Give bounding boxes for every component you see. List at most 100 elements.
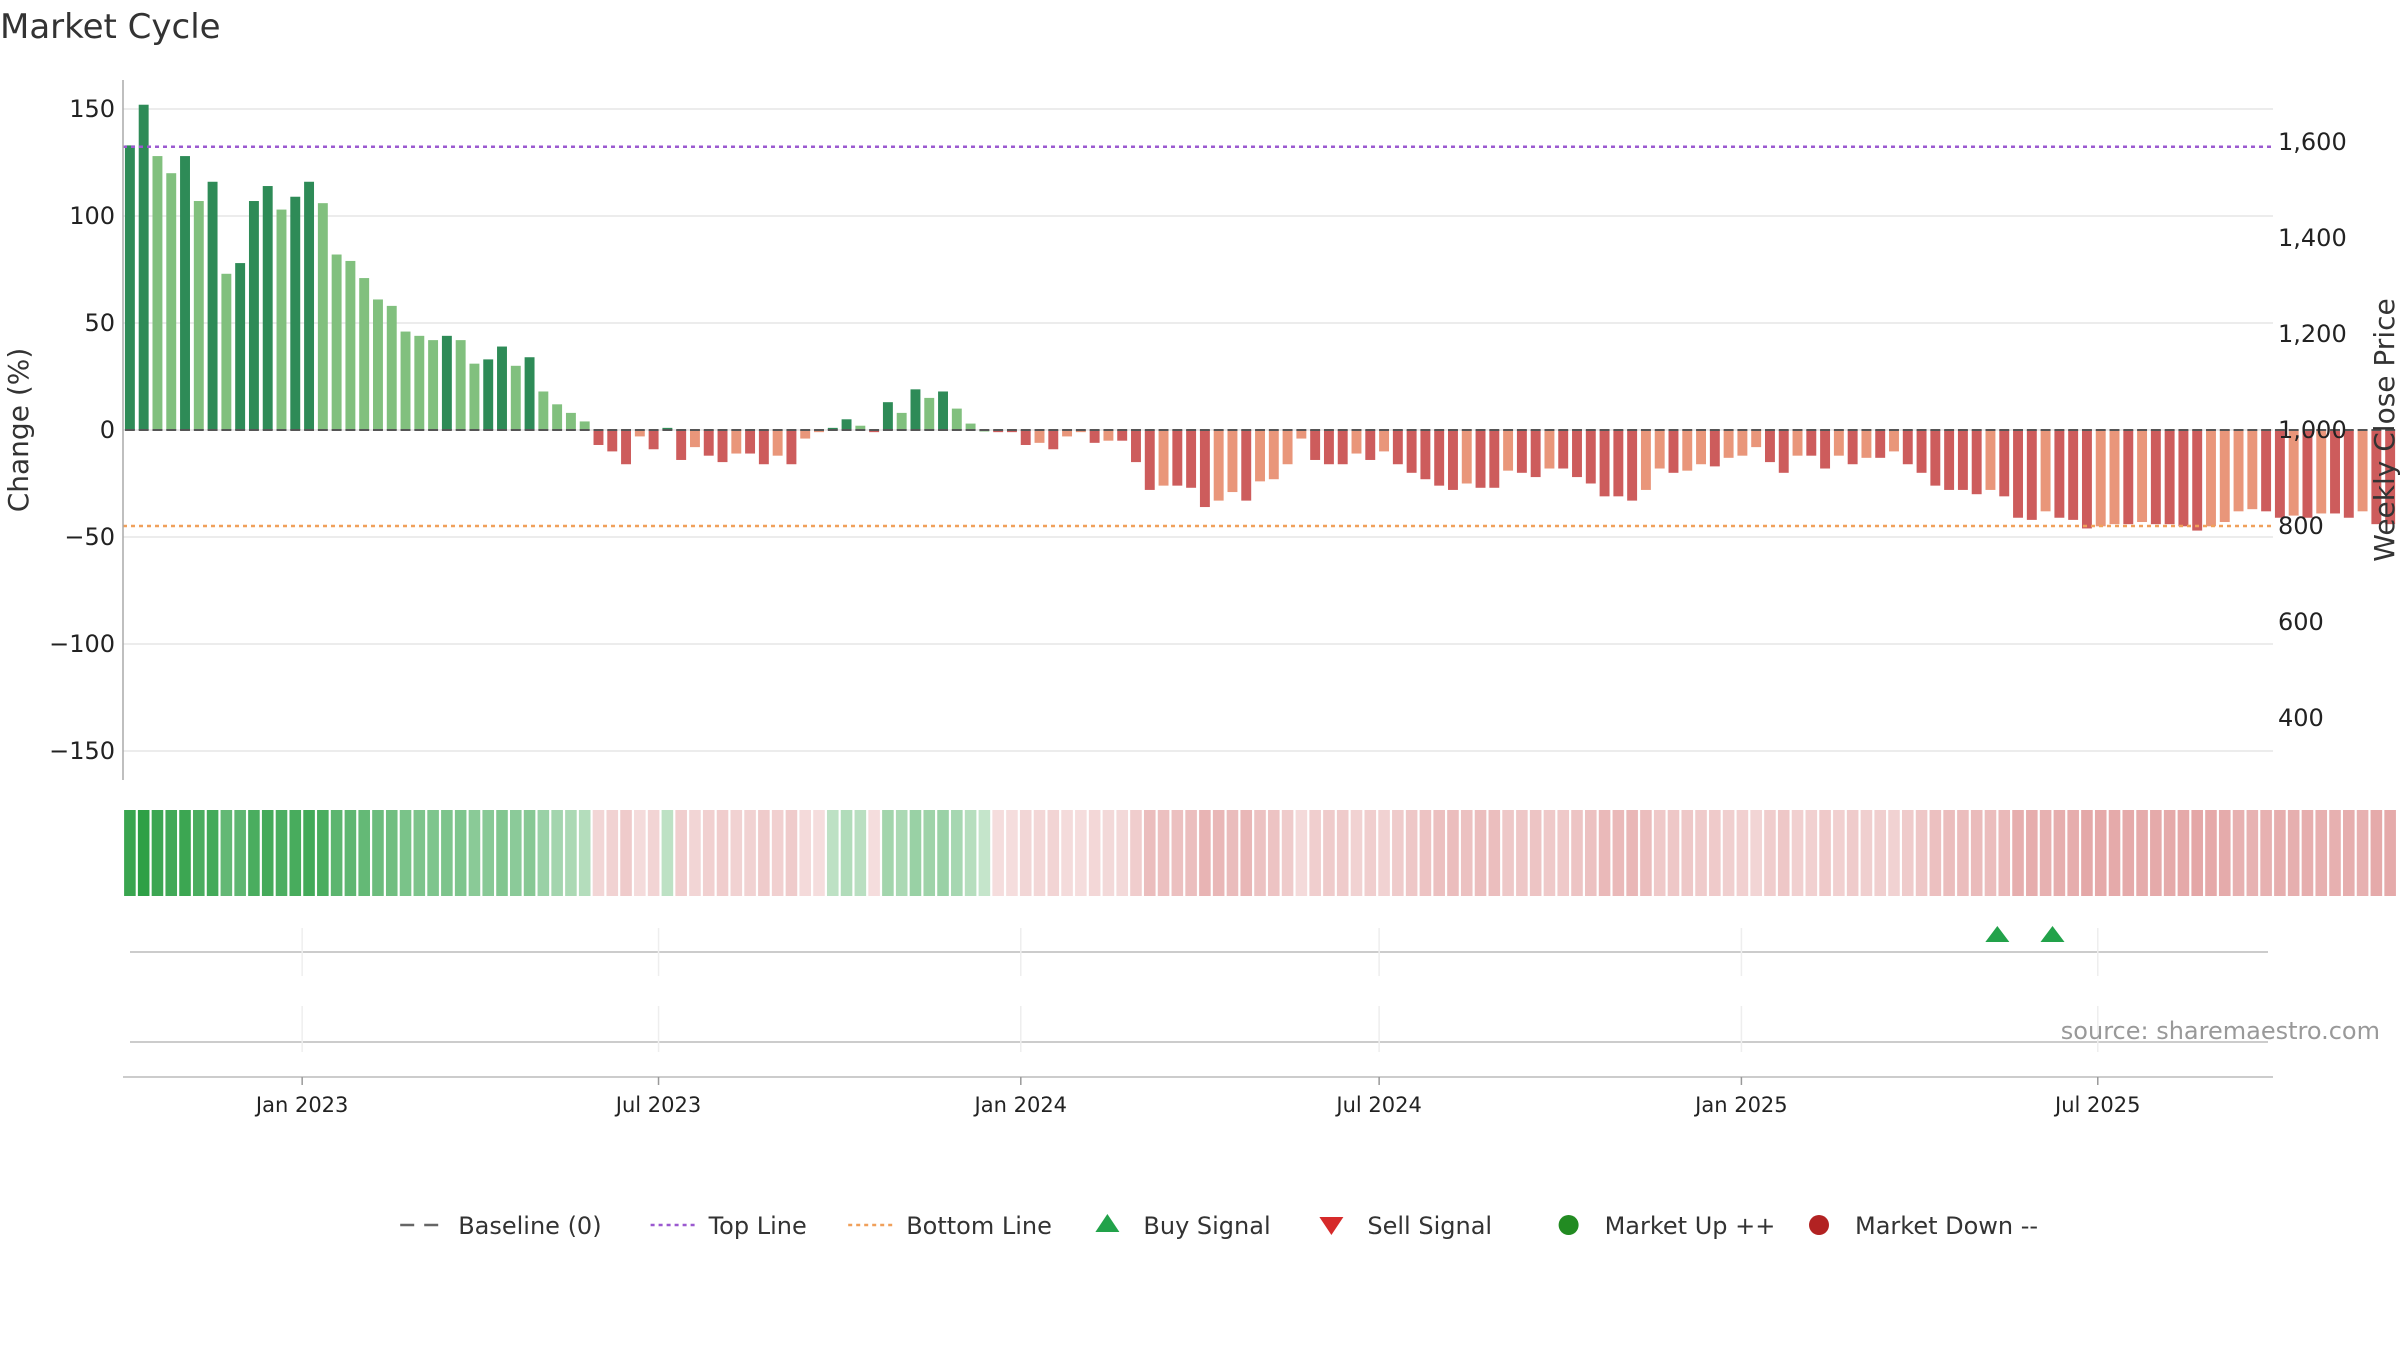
heat-cell: [1295, 810, 1308, 896]
legend-triangle-up-icon: [1095, 1214, 1120, 1232]
bar: [1723, 430, 1734, 458]
heat-cell: [1612, 810, 1625, 896]
heat-cell: [1943, 810, 1955, 896]
heat-cell: [1764, 810, 1776, 896]
y2-tick-label: 400: [2278, 704, 2324, 732]
heat-cell: [2205, 810, 2217, 896]
bar: [579, 421, 590, 430]
heat-cell: [758, 810, 770, 896]
heat-cell: [2287, 810, 2300, 896]
gridlines: [123, 108, 2273, 752]
bar: [2040, 430, 2051, 512]
heat-cell: [358, 810, 370, 896]
bar: [1131, 430, 1141, 463]
legend-label: Market Down --: [1855, 1212, 2038, 1240]
bar: [1709, 430, 1720, 467]
y2-tick-label: 1,200: [2278, 320, 2347, 348]
heat-cell: [1019, 810, 1032, 896]
bar: [1392, 430, 1403, 465]
bar: [676, 430, 687, 460]
bar: [1751, 430, 1762, 448]
heat-cell: [234, 810, 246, 896]
bar: [2247, 430, 2258, 510]
bar: [841, 419, 852, 430]
heat-cell: [1888, 810, 1900, 896]
bar: [1902, 430, 1913, 465]
heat-cell: [978, 810, 991, 896]
heat-cell: [1254, 810, 1266, 896]
legend-item: Top Line: [650, 1212, 807, 1240]
bar: [951, 408, 962, 430]
bar: [1089, 430, 1100, 443]
y-tick-label: −150: [49, 737, 115, 765]
bar: [483, 359, 494, 430]
bar: [524, 357, 535, 430]
bar: [1930, 430, 1941, 486]
bar: [1434, 430, 1445, 486]
heat-cell: [427, 810, 439, 896]
bar: [2054, 430, 2065, 518]
buy-signal-marker: [2040, 926, 2065, 942]
heat-cell: [413, 810, 426, 896]
heat-cell: [1502, 810, 1514, 896]
heat-cell: [716, 810, 729, 896]
bar: [2192, 430, 2203, 531]
bar: [455, 340, 466, 430]
heat-cell: [1915, 810, 1928, 896]
heat-cell: [2177, 810, 2190, 896]
bar: [965, 423, 976, 430]
heat-cell: [1640, 810, 1652, 896]
legend-circle-icon: [1558, 1215, 1579, 1235]
bar: [304, 181, 315, 430]
bar: [1530, 430, 1541, 478]
heat-cell: [592, 810, 605, 896]
bar: [1158, 430, 1169, 486]
bar: [510, 365, 521, 430]
heat-cell: [1901, 810, 1914, 896]
bar: [1847, 430, 1858, 465]
bar: [814, 430, 824, 433]
heat-cell: [909, 810, 922, 896]
heat-cell: [2067, 810, 2079, 896]
y2-tick-label: 1,000: [2278, 416, 2347, 444]
legend-label: Buy Signal: [1143, 1212, 1270, 1240]
heat-cell: [771, 810, 784, 896]
heat-cell: [1598, 810, 1611, 896]
bar: [2302, 430, 2313, 518]
bar: [924, 397, 935, 430]
bar: [1792, 430, 1803, 456]
heat-cell: [2315, 810, 2328, 896]
bar: [441, 335, 452, 430]
bar: [772, 430, 783, 456]
bar: [1489, 430, 1500, 488]
y-tick-label: 150: [69, 95, 115, 123]
bar: [1764, 430, 1775, 463]
bar: [1640, 430, 1651, 490]
heat-cell: [303, 810, 315, 896]
bar: [1103, 430, 1114, 441]
bar: [607, 430, 618, 452]
heat-cell: [275, 810, 288, 896]
bar: [1516, 430, 1527, 473]
bar: [703, 430, 714, 456]
bar: [1062, 430, 1073, 437]
bar: [1420, 430, 1431, 480]
heat-cell: [1268, 810, 1280, 896]
heat-cell: [1529, 810, 1542, 896]
heat-cell: [2343, 810, 2355, 896]
bar: [400, 331, 411, 430]
heat-cell: [510, 810, 522, 896]
bar: [193, 201, 204, 430]
heat-cell: [1874, 810, 1886, 896]
bar: [428, 340, 439, 430]
bar: [2123, 430, 2134, 525]
bar: [2178, 430, 2189, 527]
legend-item: Market Up ++: [1558, 1212, 1775, 1240]
heat-cell: [1736, 810, 1749, 896]
bar: [1268, 430, 1279, 480]
heat-cell: [2136, 810, 2148, 896]
heat-cell: [165, 810, 178, 896]
bar: [565, 412, 576, 430]
heat-cell: [689, 810, 701, 896]
bar: [1737, 430, 1748, 456]
